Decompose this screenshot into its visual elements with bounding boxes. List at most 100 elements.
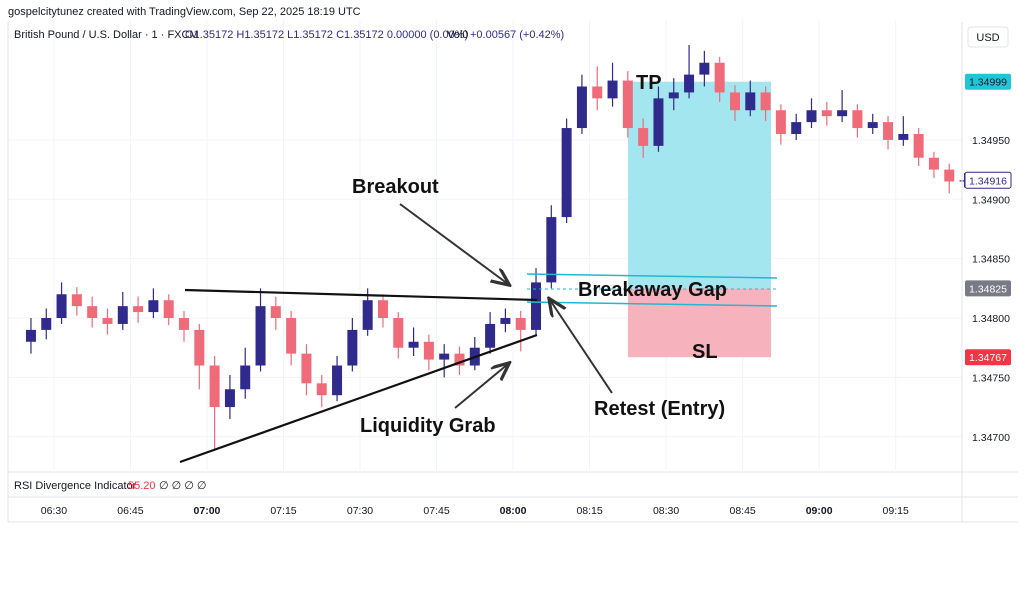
price-tag-label: 1.34767 (969, 352, 1007, 364)
price-tag (964, 171, 1012, 189)
candle-body (837, 110, 848, 117)
x-tick-label: 08:00 (500, 505, 527, 517)
candle-body (301, 353, 312, 384)
candle-body (531, 282, 542, 330)
currency: USD (976, 32, 999, 44)
change: +0.00567 (+0.42%) (470, 29, 564, 41)
candle-body (347, 329, 358, 366)
price-tag-label: 1.34999 (969, 77, 1007, 89)
candle-body (25, 329, 36, 342)
annotation: Breakout (352, 176, 439, 198)
candle-body (454, 353, 465, 366)
candle-body (883, 122, 894, 140)
price-tag (965, 73, 1011, 90)
candle-body (791, 122, 802, 134)
candle-body (179, 318, 190, 330)
arrow (550, 300, 613, 394)
indicator-extra: ∅ ∅ ∅ ∅ (159, 480, 207, 492)
price-tag-label: 1.34825 (969, 283, 1007, 295)
candle-body (699, 62, 710, 75)
candle-body (240, 365, 251, 390)
candle-body (592, 86, 603, 99)
candle-body (867, 122, 878, 129)
annotation: TP (636, 72, 662, 94)
candle-body (393, 318, 404, 348)
candle-body (760, 92, 771, 111)
candle-body (806, 110, 817, 123)
resistance-line (184, 288, 538, 302)
candle-body (500, 318, 511, 324)
x-tick-label: 06:30 (41, 505, 67, 517)
candle-body (117, 306, 128, 324)
y-tick-label: 1.34950 (972, 135, 1010, 147)
price-tag-label: 1.34916 (969, 175, 1007, 187)
x-tick-label: 08:45 (729, 505, 755, 517)
x-tick-label: 07:30 (347, 505, 373, 517)
candle-body (377, 300, 388, 319)
symbol: British Pound / U.S. Dollar · 1 · FXCM (14, 29, 199, 41)
candle-body (576, 86, 587, 129)
price-tag (965, 280, 1011, 297)
tp-zone (628, 81, 771, 289)
candle-body (653, 98, 664, 146)
x-tick-label: 07:00 (194, 505, 221, 517)
candle-body (622, 80, 633, 129)
candle-body (898, 133, 909, 140)
price-tag (965, 349, 1011, 366)
volume: Vol0 (447, 29, 468, 41)
annotation: Retest (Entry) (594, 398, 725, 420)
candle-body (87, 306, 98, 319)
candles (25, 44, 970, 452)
candle-body (255, 306, 266, 366)
y-tick-label: 1.34750 (972, 372, 1010, 384)
candle-body (423, 341, 434, 360)
candle-body (775, 110, 786, 134)
candle-body (852, 110, 863, 129)
candle-body (332, 365, 343, 396)
candle-body (607, 80, 618, 99)
candle-body (133, 306, 144, 313)
candle-body (209, 365, 220, 408)
currency-box[interactable] (967, 26, 1009, 48)
candle-body (102, 318, 113, 324)
position (628, 81, 771, 358)
candle-body (913, 133, 924, 158)
y-tick-label: 1.34850 (972, 254, 1010, 266)
candle-body (439, 353, 450, 360)
annotation: SL (692, 341, 718, 363)
candle-body (668, 92, 679, 99)
candle-body (729, 92, 740, 111)
indicator: RSI Divergence Indicator (14, 480, 137, 492)
candle-body (286, 318, 297, 354)
candle-body (316, 383, 327, 396)
annotation: Breakaway Gap (578, 279, 727, 301)
x-tick-label: 09:15 (883, 505, 909, 517)
annotation: Liquidity Grab (360, 415, 496, 437)
candle-body (408, 341, 419, 348)
candle-body (194, 329, 205, 366)
candle-body (821, 110, 832, 117)
x-tick-label: 07:45 (423, 505, 449, 517)
ohlc: O1.35172 H1.35172 L1.35172 C1.35172 0.00… (185, 29, 468, 41)
candle-body (485, 323, 496, 348)
candle-body (745, 92, 756, 111)
gap-line (526, 301, 778, 307)
candle-body (270, 306, 281, 319)
candle-body (515, 318, 526, 330)
arrow (399, 203, 508, 284)
x-tick-label: 06:45 (117, 505, 143, 517)
candle-body (546, 217, 557, 283)
x-tick-label: 08:15 (576, 505, 602, 517)
arrow (454, 364, 508, 409)
indicator-value: 55.20 (128, 480, 156, 492)
candle-body (714, 62, 725, 93)
candle-body (41, 318, 52, 330)
x-tick-label: 09:00 (806, 505, 833, 517)
candle-body (56, 294, 67, 319)
y-tick-label: 1.34700 (972, 432, 1010, 444)
candle-body (561, 128, 572, 218)
credit: gospelcitytunez created with TradingView… (8, 6, 361, 18)
candle-body (638, 128, 649, 146)
